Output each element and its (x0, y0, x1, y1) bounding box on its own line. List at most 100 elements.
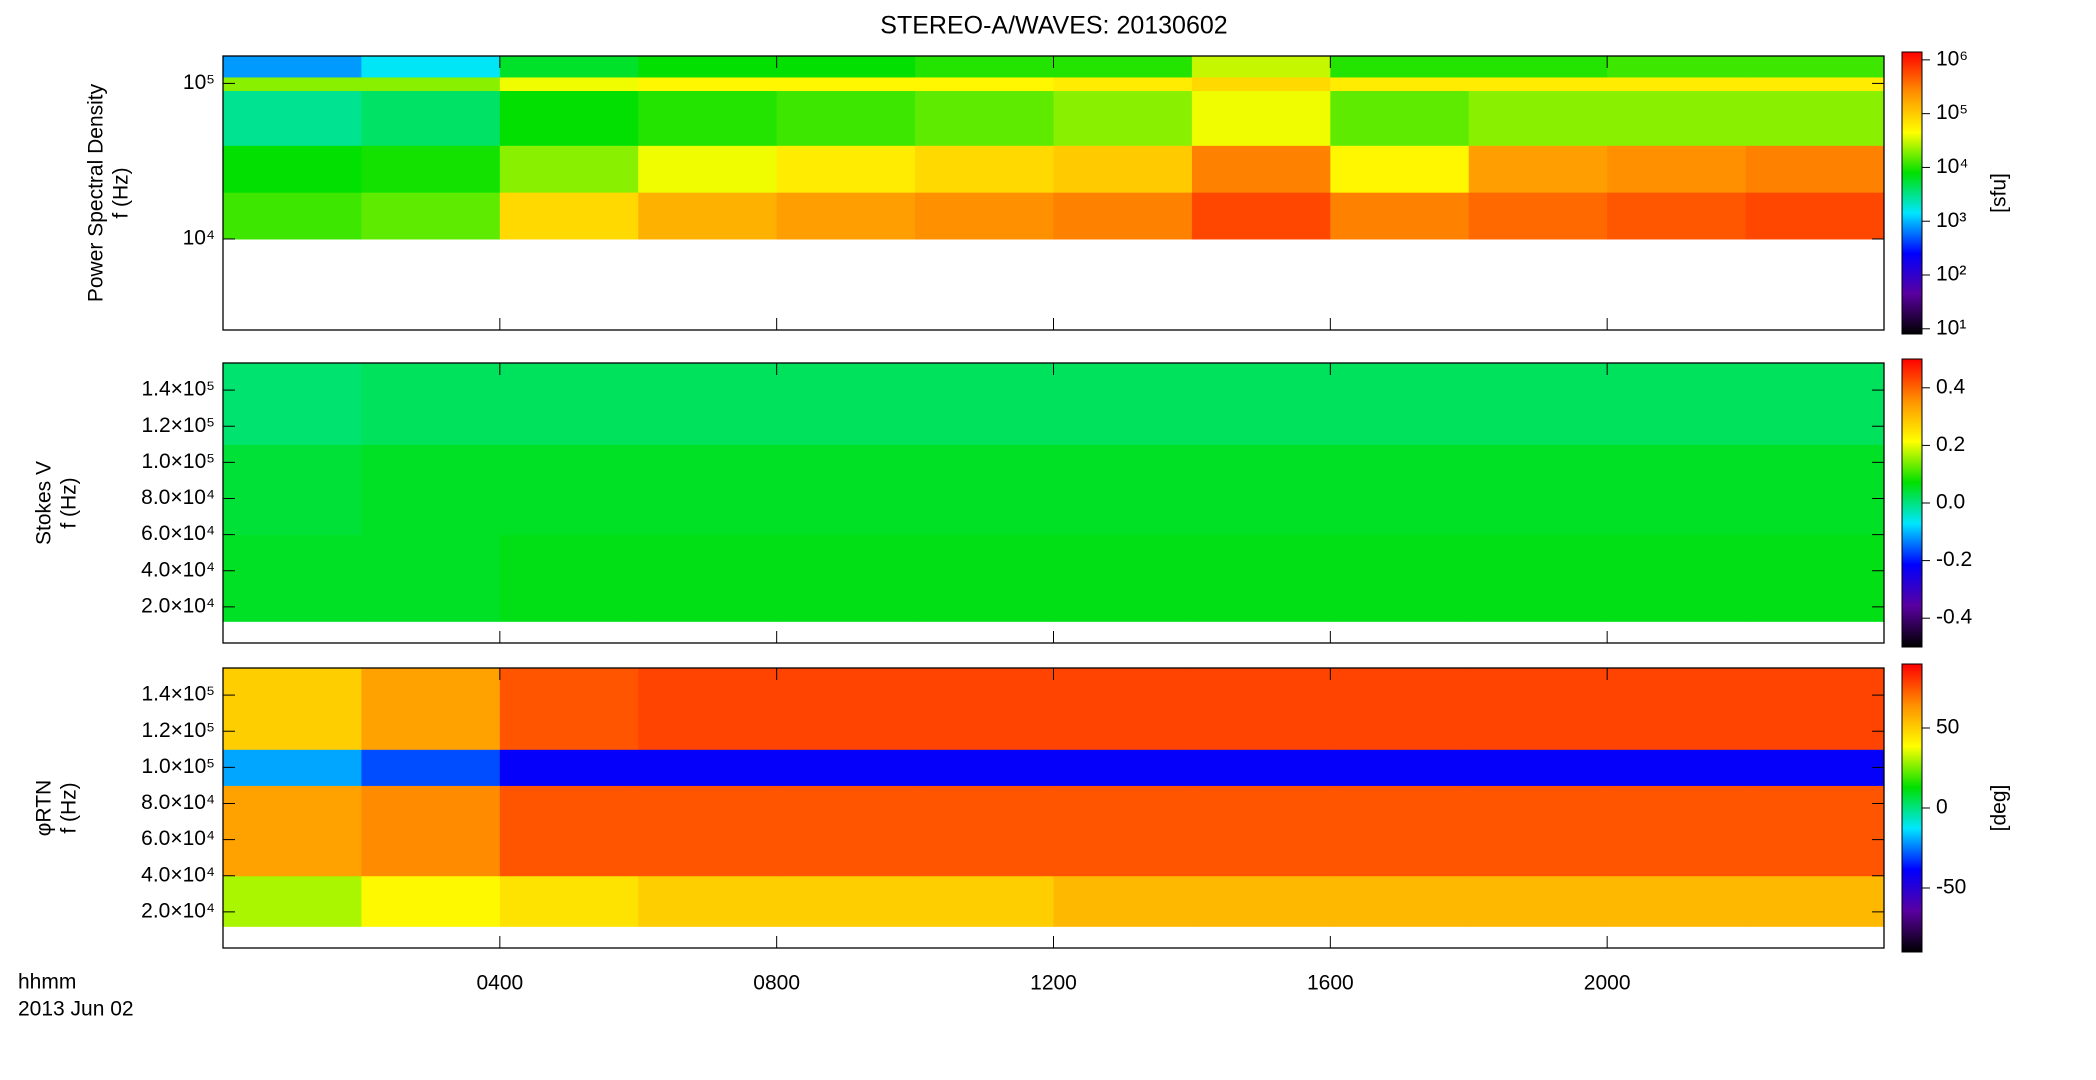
heatmap-cell (223, 363, 362, 445)
heatmap-cell (361, 875, 501, 927)
heatmap-cell (1191, 534, 1331, 622)
heatmap-cell (499, 875, 639, 927)
heatmap-cell (1607, 534, 1747, 622)
heatmap-cell (915, 90, 1054, 146)
heatmap-cell (1468, 875, 1608, 927)
heatmap-cell (1330, 785, 1470, 877)
heatmap-cell (638, 875, 778, 927)
heatmap-cell (1053, 192, 1193, 240)
heatmap-cell (1191, 90, 1331, 146)
colorbar-tick-label: 10⁶ (1936, 47, 1968, 70)
heatmap-cell (1745, 534, 1885, 622)
heatmap-cell (1607, 363, 1747, 445)
heatmap-cell (915, 444, 1054, 536)
y-axis-unit: f (Hz) (58, 477, 81, 528)
heatmap-cell (1053, 785, 1193, 877)
y-axis-label: φRTN (33, 780, 56, 836)
heatmap-cell (915, 76, 1054, 92)
heatmap-cell (1330, 444, 1470, 536)
heatmap-cell (1191, 145, 1331, 193)
y-tick-label: 1.2×10⁵ (141, 719, 215, 742)
heatmap-cell (1468, 444, 1608, 536)
heatmap-cell (1607, 56, 1747, 78)
colorbar-tick-label: -50 (1936, 876, 1966, 899)
y-axis-unit: f (Hz) (110, 167, 133, 218)
heatmap-cell (1330, 534, 1470, 622)
heatmap-cell (1330, 875, 1470, 927)
colorbar-tick-label: -0.4 (1936, 606, 1973, 629)
heatmap-cell (1745, 785, 1885, 877)
heatmap-cell (1191, 363, 1331, 445)
heatmap-cell (223, 192, 362, 240)
colorbar-tick-label: -0.2 (1936, 548, 1972, 571)
heatmap-cell (776, 56, 916, 78)
heatmap-cell (499, 145, 639, 193)
y-tick-label: 4.0×10⁴ (141, 558, 215, 581)
heatmap-cell (1468, 363, 1608, 445)
heatmap-cell (361, 90, 501, 146)
heatmap-cell (1745, 76, 1885, 92)
heatmap-cell (499, 534, 639, 622)
colorbar-label: [sfu] (1988, 173, 2011, 213)
heatmap-cell (776, 668, 916, 750)
heatmap-cell (1607, 444, 1747, 536)
heatmap-cell (1468, 76, 1608, 92)
heatmap-cell (638, 668, 778, 750)
heatmap-cell (1191, 749, 1331, 786)
heatmap-cell (638, 749, 778, 786)
chart-title: STEREO-A/WAVES: 20130602 (880, 12, 1227, 40)
heatmap-cell (1053, 363, 1193, 445)
heatmap-cell (361, 534, 501, 622)
heatmap-cell (1191, 192, 1331, 240)
heatmap-cell (776, 145, 916, 193)
colorbar-tick-label: 0 (1936, 796, 1948, 819)
heatmap-cell (1468, 56, 1608, 78)
heatmap-cell (1191, 56, 1331, 78)
heatmap-cell (915, 363, 1054, 445)
heatmap-cell (1745, 363, 1885, 445)
heatmap-cell (1745, 145, 1885, 193)
colorbar (1901, 358, 1923, 648)
heatmap-cell (361, 56, 501, 78)
y-tick-label: 6.0×10⁴ (141, 827, 215, 850)
colorbar-tick-label: 10³ (1936, 209, 1966, 232)
heatmap-cell (638, 56, 778, 78)
heatmap-cell (1191, 444, 1331, 536)
heatmap-cell (361, 749, 501, 786)
heatmap-cell (361, 192, 501, 240)
heatmap-cell (1053, 534, 1193, 622)
heatmap-cell (499, 785, 639, 877)
heatmap-cell (776, 90, 916, 146)
heatmap-cell (223, 56, 362, 78)
heatmap-cell (776, 534, 916, 622)
heatmap-cell (1468, 192, 1608, 240)
heatmap-cell (1330, 749, 1470, 786)
heatmap-cell (1330, 363, 1470, 445)
colorbar-tick-label: 0.0 (1936, 491, 1965, 514)
y-tick-label: 1.2×10⁵ (141, 414, 215, 437)
heatmap-cell (915, 534, 1054, 622)
heatmap-cell (499, 444, 639, 536)
heatmap-cell (915, 749, 1054, 786)
heatmap-cell (361, 363, 501, 445)
heatmap-cell (1330, 90, 1470, 146)
colorbar-tick-label: 0.2 (1936, 433, 1965, 456)
heatmap-cell (915, 668, 1054, 750)
heatmap-cell (1053, 90, 1193, 146)
heatmap-cell (1745, 444, 1885, 536)
heatmap-cell (1607, 875, 1747, 927)
heatmap-cell (1607, 76, 1747, 92)
heatmap-cell (1053, 875, 1193, 927)
heatmap-cell (1330, 145, 1470, 193)
x-tick-label: 0800 (753, 972, 800, 995)
y-tick-label: 1.0×10⁵ (141, 755, 215, 778)
heatmap-cell (1607, 90, 1747, 146)
heatmap-cell (361, 785, 501, 877)
y-tick-label: 10⁴ (183, 227, 215, 250)
heatmap-cell (1468, 749, 1608, 786)
heatmap-cell (1053, 749, 1193, 786)
heatmap-cell (1607, 785, 1747, 877)
heatmap-cell (1745, 192, 1885, 240)
x-tick-label: 1200 (1030, 972, 1077, 995)
colorbar-tick-label: 0.4 (1936, 375, 1966, 398)
